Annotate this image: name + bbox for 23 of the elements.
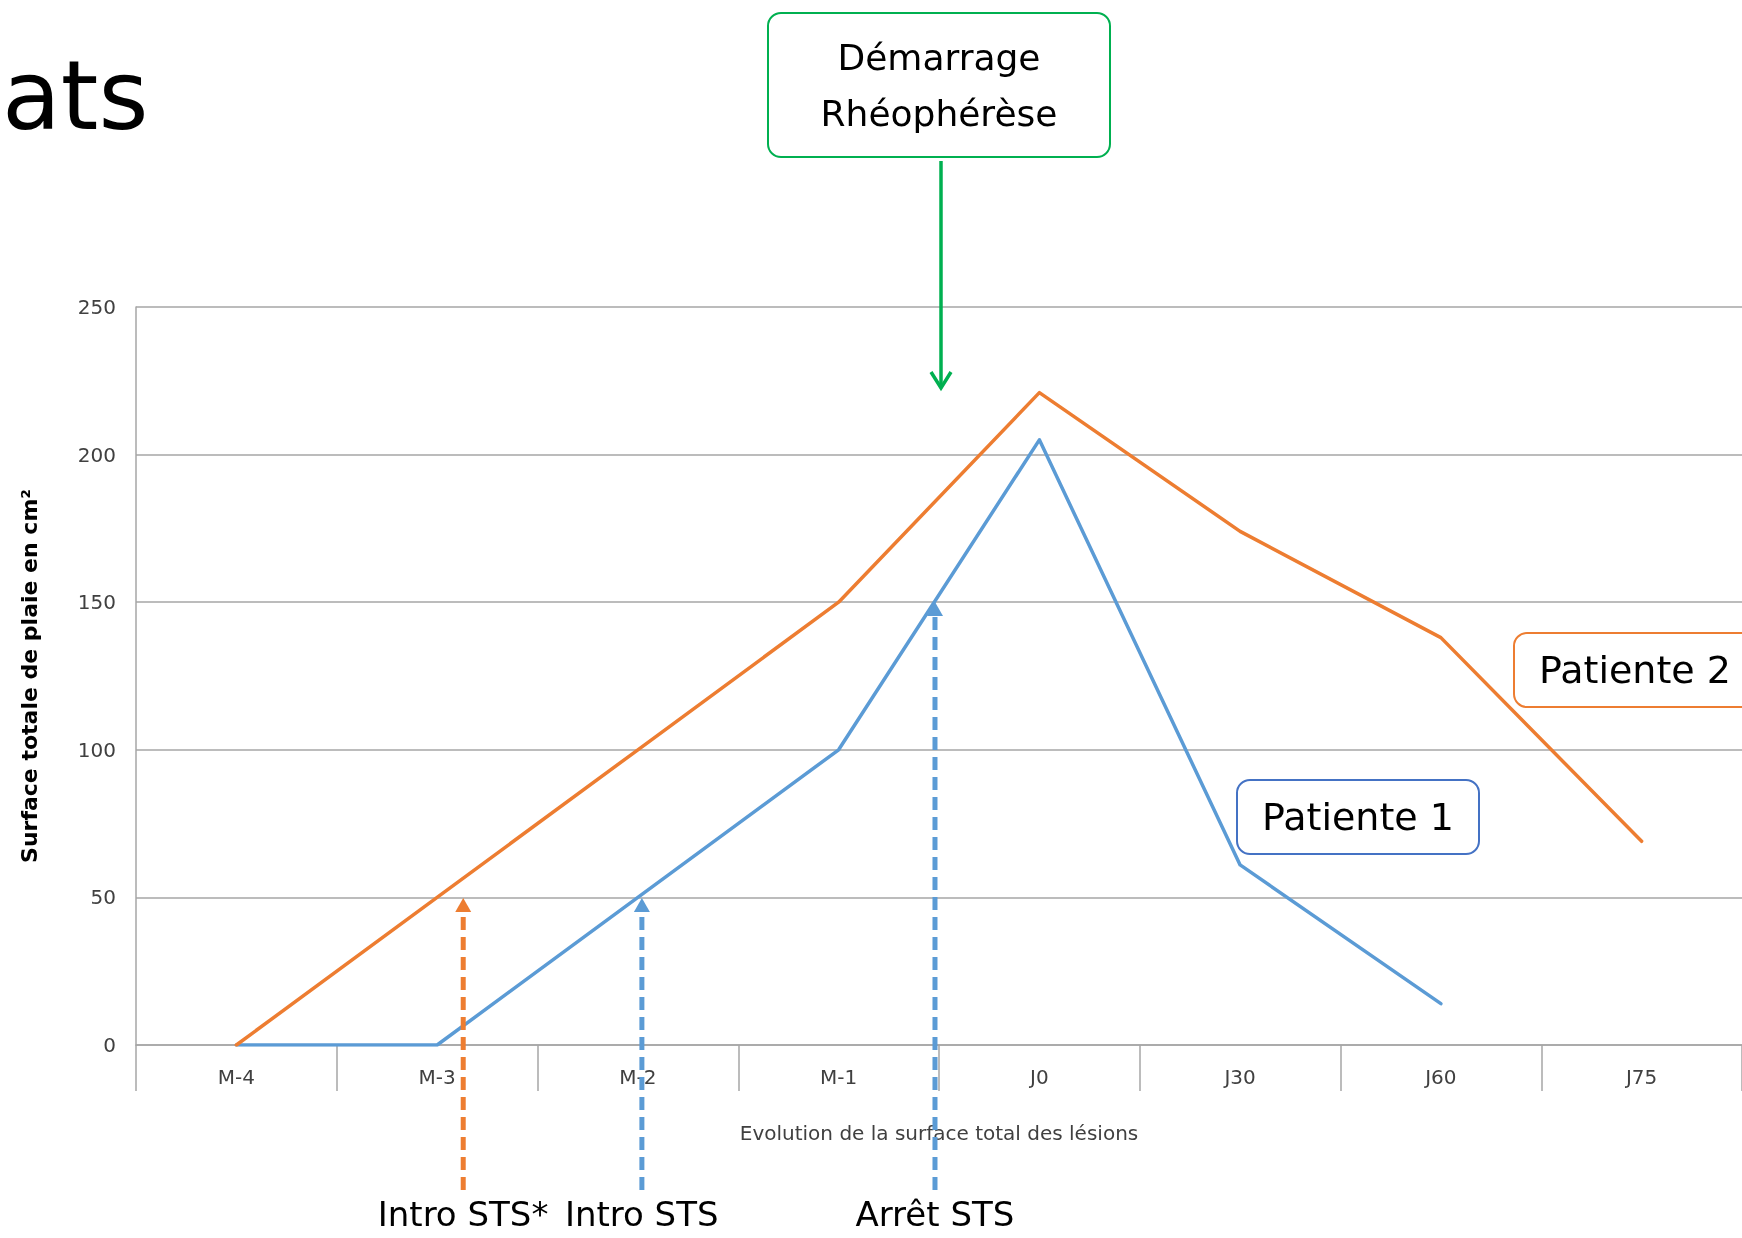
text: Intro STS bbox=[564, 1194, 719, 1234]
y-tick-label: 50 bbox=[90, 885, 116, 910]
y-tick-label: 200 bbox=[77, 442, 116, 467]
x-axis-title: Evolution de la surface total des lésions bbox=[739, 1121, 1139, 1145]
series-label: Patiente 1 bbox=[1236, 779, 1480, 855]
text: Arrêt STS bbox=[855, 1194, 1015, 1234]
x-tick-label: J0 bbox=[1028, 1065, 1049, 1089]
text: Démarrage Rhéophérèse bbox=[767, 12, 1111, 158]
x-tick-label: M-1 bbox=[820, 1065, 858, 1089]
y-tick-label: 250 bbox=[77, 295, 116, 319]
x-tick-label: M-4 bbox=[217, 1065, 255, 1089]
x-tick-label: J30 bbox=[1222, 1065, 1256, 1089]
y-tick-label: 150 bbox=[77, 590, 116, 615]
chart-title: ats bbox=[2, 40, 149, 152]
y-tick-label: 0 bbox=[103, 1033, 116, 1057]
x-tick-label: M-3 bbox=[418, 1065, 456, 1089]
x-tick-label: J60 bbox=[1423, 1065, 1457, 1089]
y-tick-label: 100 bbox=[77, 737, 116, 762]
x-tick-label: J75 bbox=[1623, 1065, 1658, 1089]
x-tick-label: M-2 bbox=[619, 1065, 657, 1089]
series-label: Patiente 2 bbox=[1513, 632, 1742, 708]
y-axis-title: Surface totale de plaie en cm² bbox=[16, 489, 42, 863]
text: Intro STS* bbox=[377, 1194, 549, 1234]
